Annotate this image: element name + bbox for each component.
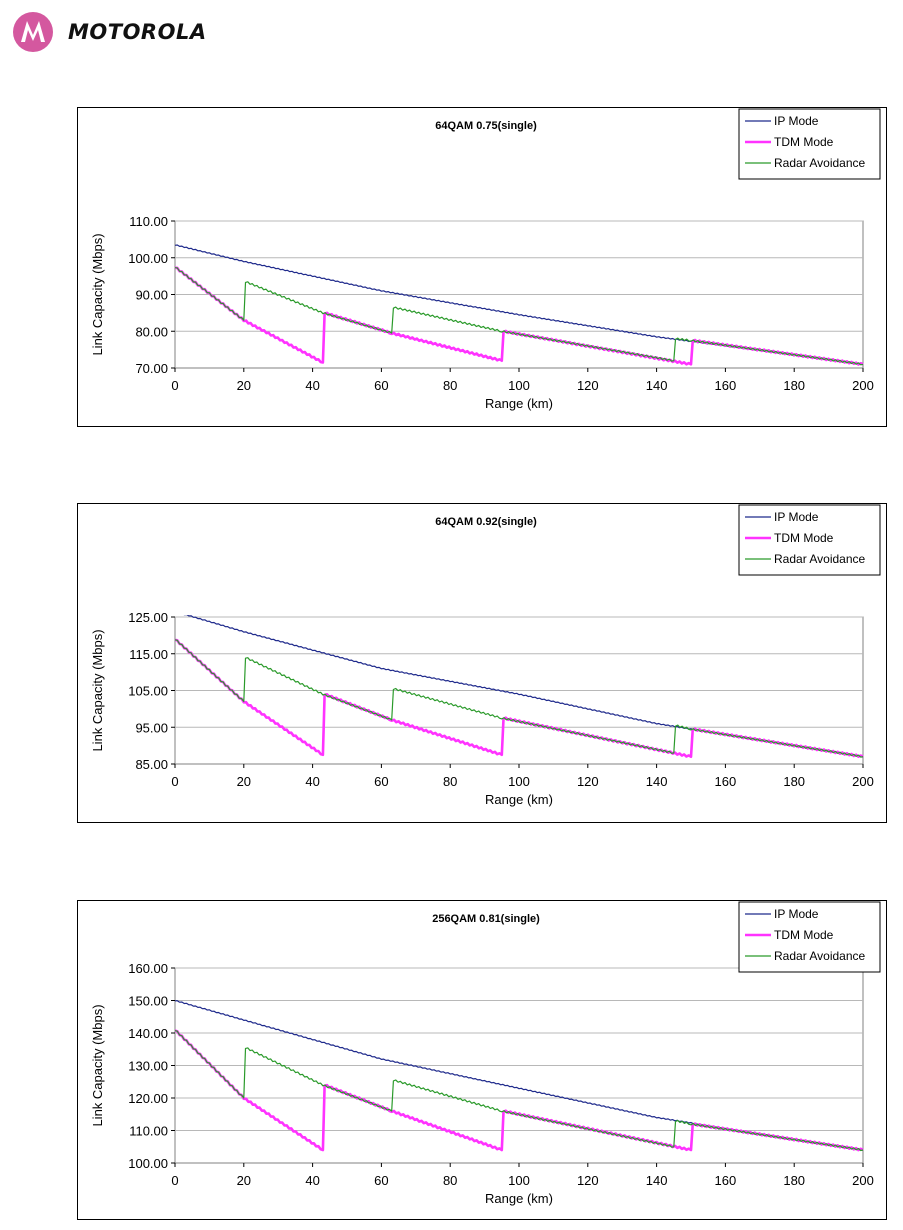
x-tick-label: 80 (443, 774, 457, 789)
legend: IP Mode TDM Mode Radar Avoidance (738, 108, 881, 180)
x-tick-label: 160 (715, 1173, 737, 1188)
legend: IP Mode TDM Mode Radar Avoidance (738, 504, 881, 576)
y-tick-label: 130.00 (128, 1059, 168, 1074)
x-tick-label: 200 (852, 774, 874, 789)
x-tick-label: 0 (171, 1173, 178, 1188)
chart-title: 256QAM 0.81(single) (432, 913, 540, 925)
y-tick-label: 85.00 (135, 757, 168, 772)
x-tick-label: 80 (443, 378, 457, 393)
x-tick-label: 40 (305, 774, 319, 789)
x-tick-label: 80 (443, 1173, 457, 1188)
y-tick-label: 95.00 (135, 720, 168, 735)
y-tick-label: 150.00 (128, 994, 168, 1009)
x-tick-label: 180 (783, 774, 805, 789)
y-tick-label: 160.00 (128, 961, 168, 976)
legend-label-radar-avoidance: Radar Avoidance (774, 156, 866, 170)
x-tick-label: 200 (852, 1173, 874, 1188)
x-axis-label: Range (km) (485, 1191, 553, 1206)
x-tick-label: 60 (374, 774, 388, 789)
y-tick-label: 115.00 (129, 647, 168, 662)
x-tick-label: 20 (237, 774, 251, 789)
y-axis-label: Link Capacity (Mbps) (90, 1004, 105, 1126)
x-tick-label: 20 (237, 1173, 251, 1188)
x-tick-label: 20 (237, 378, 251, 393)
legend-label-tdm-mode: TDM Mode (774, 928, 834, 942)
chart-256qam-081: 256QAM 0.81(single) 100.00 110.00 120.00 130… (77, 900, 887, 1220)
legend-label-ip-mode: IP Mode (774, 907, 819, 921)
x-tick-label: 180 (783, 1173, 805, 1188)
y-tick-label: 70.00 (135, 361, 168, 376)
chart-title: 64QAM 0.75(single) (435, 120, 537, 132)
series-line-radar-avoidance (175, 1030, 864, 1152)
y-tick-label: 110.00 (129, 214, 168, 229)
x-tick-label: 40 (305, 1173, 319, 1188)
brand-name: MOTOROLA (68, 20, 207, 44)
y-tick-label: 80.00 (135, 324, 168, 339)
x-axis-label: Range (km) (485, 792, 553, 807)
x-tick-label: 100 (508, 378, 530, 393)
x-tick-label: 0 (171, 774, 178, 789)
chart-64qam-075: 64QAM 0.75(single) 70.00 80.00 90.00 100.00 1… (77, 107, 887, 427)
x-tick-label: 60 (374, 378, 388, 393)
x-tick-label: 120 (577, 774, 599, 789)
legend: IP Mode TDM Mode Radar Avoidance (738, 901, 881, 973)
x-tick-label: 120 (577, 1173, 599, 1188)
y-tick-label: 140.00 (128, 1026, 168, 1041)
x-tick-label: 140 (646, 774, 668, 789)
y-tick-label: 110.00 (129, 1124, 168, 1139)
y-axis-label: Link Capacity (Mbps) (90, 233, 105, 355)
x-tick-label: 100 (508, 1173, 530, 1188)
legend-label-radar-avoidance: Radar Avoidance (774, 949, 866, 963)
y-tick-label: 120.00 (128, 1091, 168, 1106)
motorola-logo-icon (13, 12, 53, 52)
series-line-radar-avoidance (175, 639, 864, 758)
y-tick-label: 125.00 (128, 610, 168, 625)
x-tick-label: 40 (305, 378, 319, 393)
x-tick-label: 140 (646, 1173, 668, 1188)
chart-title: 64QAM 0.92(single) (435, 516, 537, 528)
x-tick-label: 140 (646, 378, 668, 393)
x-tick-label: 180 (783, 378, 805, 393)
legend-label-ip-mode: IP Mode (774, 114, 819, 128)
chart-64qam-092: 64QAM 0.92(single) 85.00 95.00 105.00 115.00… (77, 503, 887, 823)
y-tick-label: 100.00 (128, 1156, 168, 1171)
legend-label-tdm-mode: TDM Mode (774, 135, 834, 149)
series-line-radar-avoidance (175, 267, 864, 366)
y-tick-label: 105.00 (128, 684, 168, 699)
legend-label-ip-mode: IP Mode (774, 510, 819, 524)
x-tick-label: 160 (715, 378, 737, 393)
y-tick-label: 100.00 (128, 251, 168, 266)
y-axis-label: Link Capacity (Mbps) (90, 629, 105, 751)
x-tick-label: 160 (715, 774, 737, 789)
legend-label-radar-avoidance: Radar Avoidance (774, 552, 866, 566)
x-axis-label: Range (km) (485, 396, 553, 411)
y-tick-label: 90.00 (135, 288, 168, 303)
x-tick-label: 120 (577, 378, 599, 393)
x-tick-label: 60 (374, 1173, 388, 1188)
x-tick-label: 0 (171, 378, 178, 393)
page-header: MOTOROLA (12, 10, 207, 54)
x-tick-label: 100 (508, 774, 530, 789)
legend-label-tdm-mode: TDM Mode (774, 531, 834, 545)
x-tick-label: 200 (852, 378, 874, 393)
